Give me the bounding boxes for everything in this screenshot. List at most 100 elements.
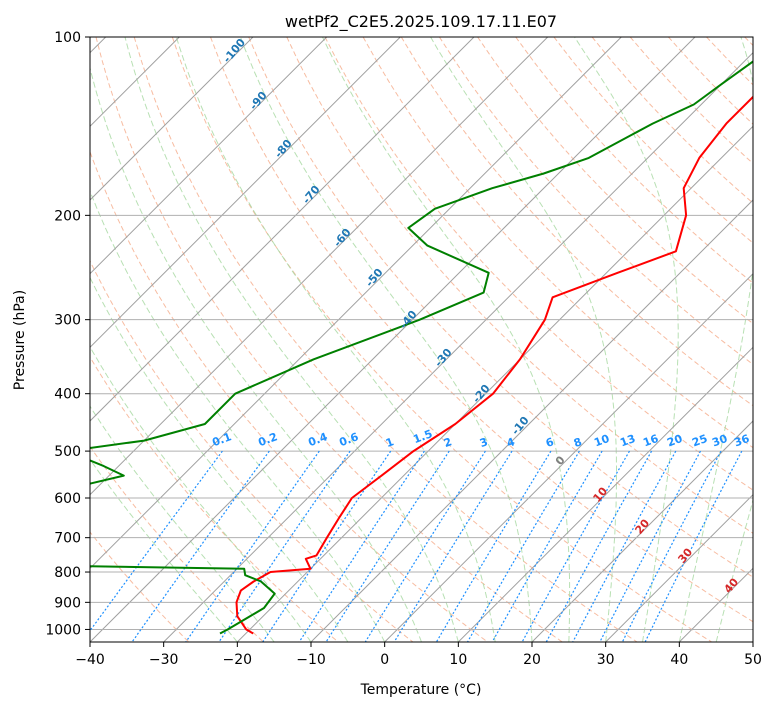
moist-adiabat-line	[90, 458, 238, 642]
moist-adiabat-line	[90, 345, 312, 642]
y-tick-label: 600	[54, 491, 81, 507]
y-tick-label: 400	[54, 387, 81, 403]
isotherm-line	[90, 37, 622, 570]
x-tick-label: −40	[75, 652, 105, 668]
y-axis-title: Pressure (hPa)	[12, 290, 28, 390]
mixing-ratio-label: 20	[665, 432, 684, 450]
y-tick-label: 300	[54, 313, 81, 329]
isotherm-line	[605, 493, 753, 642]
mixing-ratio-label: 0.2	[256, 430, 279, 449]
y-axis: 100 200 300 400 500 600 700 800 900 1000	[45, 30, 90, 638]
dry-adiabat-line	[286, 37, 753, 534]
moist-adiabat-line	[239, 37, 533, 642]
mixing-ratio-line	[545, 450, 653, 642]
x-tick-label: 0	[380, 652, 389, 668]
dry-adiabat-line	[438, 37, 753, 366]
isotherm-line	[90, 37, 696, 642]
y-tick-label: 900	[54, 595, 81, 611]
mixing-ratio-line	[90, 450, 223, 632]
mixing-ratio-label: 3	[478, 435, 490, 450]
dry-adiabat-line	[90, 445, 264, 642]
isotherm-line	[163, 51, 753, 642]
temperature-profile-line	[235, 95, 753, 635]
x-tick-label: 10	[449, 652, 467, 668]
isotherm-line	[90, 37, 475, 422]
x-tick-label: 50	[744, 652, 762, 668]
plot-frame	[89, 36, 754, 643]
dry-adiabat-line	[515, 37, 753, 284]
mixing-ratio-label: 8	[572, 435, 584, 450]
series-layer	[90, 60, 753, 635]
isotherm-line	[310, 199, 753, 642]
mixing-ratio-label: 30	[710, 432, 729, 450]
x-tick-label: −30	[149, 652, 179, 668]
isotherm-line	[90, 37, 254, 201]
mixing-ratio-label: 0.1	[210, 430, 233, 449]
x-tick-label: 40	[670, 652, 688, 668]
dry-adiabat-line	[133, 37, 638, 642]
mixing-ratio-label: 1.5	[411, 427, 434, 446]
moist-adiabat-line	[430, 37, 617, 642]
moist-adiabat-line	[322, 37, 571, 642]
dry-adiabat-line	[362, 37, 753, 449]
y-tick-label: 500	[54, 444, 81, 460]
isotherm-line	[384, 272, 753, 642]
dewpoint-profile-line	[90, 60, 753, 635]
mixing-ratio-line	[262, 450, 392, 642]
moist-adiabat-line	[90, 189, 386, 642]
mixing-ratio-line	[218, 450, 351, 642]
mixing-ratio-line	[599, 450, 702, 642]
dry-adiabat-line	[95, 37, 563, 642]
isotherm-line	[457, 346, 753, 642]
moist-adiabat-line	[90, 405, 275, 642]
moist-adiabat-line	[574, 37, 679, 642]
y-tick-label: 800	[54, 565, 81, 581]
moist-adiabat-line	[90, 276, 349, 642]
isotherm-line	[90, 37, 328, 275]
background-lines	[90, 37, 753, 642]
x-axis: −40 −30 −20 −10 0 10 20 30 40 50	[75, 642, 762, 668]
dry-adiabat-line	[400, 37, 753, 407]
mixing-ratio-line	[572, 450, 677, 642]
mixing-ratio-label: 36	[732, 432, 751, 450]
mixing-ratio-line	[491, 450, 603, 642]
x-tick-label: 30	[597, 652, 615, 668]
chart-title: wetPf2_C2E5.2025.109.17.11.E07	[285, 12, 557, 32]
isotherm-line	[90, 37, 549, 496]
isotherm-line	[531, 420, 753, 642]
moist-adiabat-line	[678, 37, 753, 642]
x-axis-title: Temperature (°C)	[360, 682, 482, 698]
mixing-ratio-line	[364, 450, 486, 642]
mixing-ratio-line	[185, 450, 320, 642]
dry-adiabat-line	[171, 37, 712, 642]
x-tick-label: −10	[296, 652, 326, 668]
y-tick-label: 700	[54, 531, 81, 547]
dry-adiabat-line	[477, 37, 753, 325]
mixing-ratio-label: 25	[690, 432, 709, 449]
mixing-ratio-label: 4	[505, 435, 517, 450]
dry-adiabat-line	[210, 37, 753, 623]
moist-adiabat-line	[90, 65, 422, 642]
y-tick-label: 100	[54, 30, 81, 46]
isotherm-line	[90, 37, 401, 349]
mixing-ratio-line	[131, 450, 270, 642]
dry-adiabat-line	[248, 37, 753, 578]
line-labels: -100-90-80-70-60-50-40-30-20-10010203040…	[210, 36, 751, 596]
mixing-ratio-label: 6	[544, 435, 556, 450]
dry-adiabat-line	[90, 259, 414, 642]
dry-adiabat-line	[90, 531, 190, 642]
y-tick-label: 200	[54, 208, 81, 224]
isotherm-line	[236, 125, 753, 642]
mixing-ratio-label: 13	[618, 432, 637, 449]
dry-adiabat-line	[90, 356, 339, 642]
moist-adiabat-line	[124, 37, 459, 642]
mixing-ratio-label: 16	[641, 432, 660, 450]
moist-adiabat-line	[175, 37, 496, 642]
dry-adiabat-line	[90, 150, 488, 642]
x-tick-label: −20	[223, 652, 253, 668]
mixing-ratio-label: 0.4	[306, 430, 329, 449]
mixing-ratio-label: 0.6	[337, 430, 360, 449]
mixing-ratio-line	[393, 450, 513, 642]
mixing-ratio-label: 2	[442, 435, 454, 450]
